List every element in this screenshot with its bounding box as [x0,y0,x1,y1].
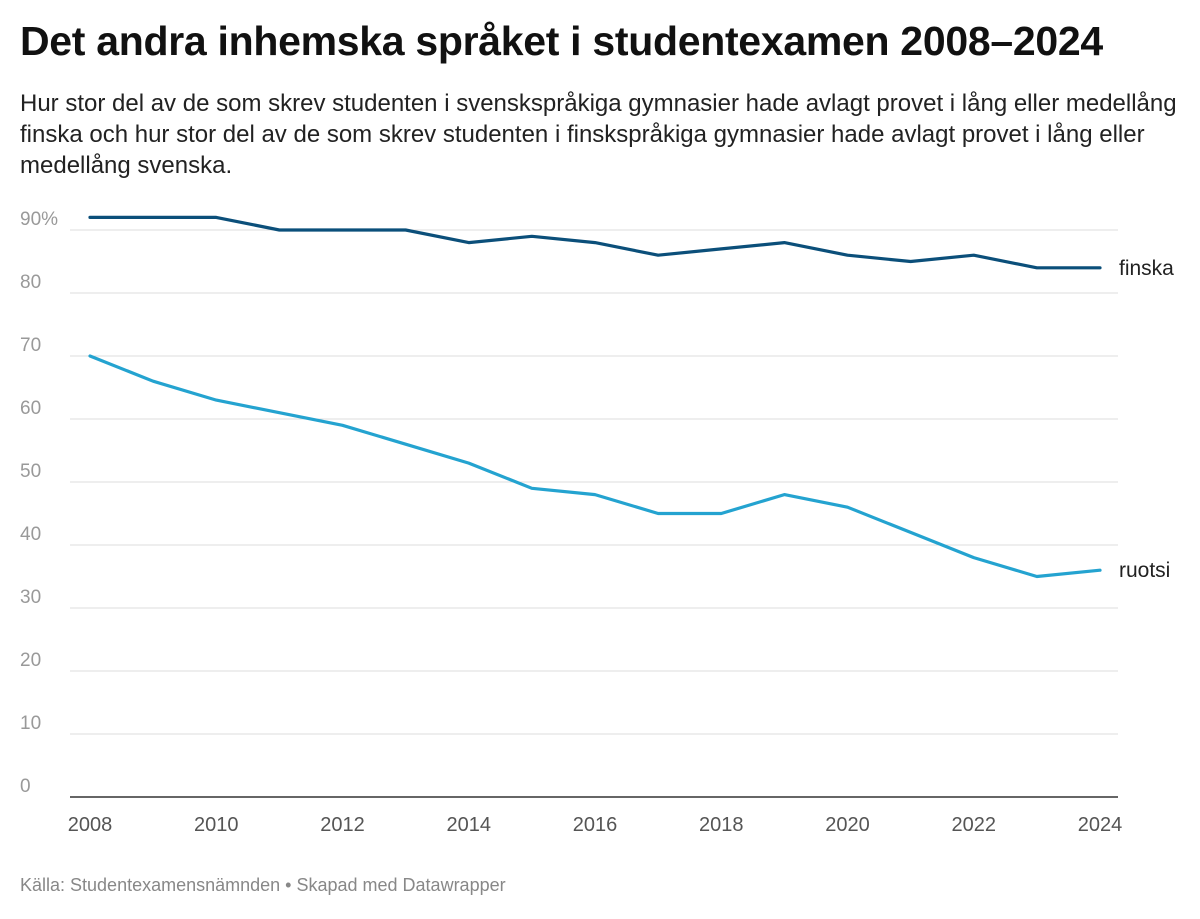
x-tick-label: 2020 [825,814,870,836]
y-tick-label: 30 [20,587,41,608]
y-tick-label: 90% [20,209,58,230]
y-axis-ticks: 90% 80 70 60 50 40 30 20 10 0 [20,209,58,797]
x-tick-label: 2024 [1078,814,1123,836]
y-tick-label: 10 [20,713,41,734]
x-tick-label: 2022 [952,814,997,836]
x-tick-label: 2016 [573,814,618,836]
series-line-ruotsi [88,354,1102,579]
y-tick-label: 60 [20,398,41,419]
x-axis-ticks: 2008 2010 2012 2014 2016 2018 2020 2022 2024 [68,814,1123,836]
y-tick-label: 50 [20,461,41,482]
y-tick-label: 40 [20,524,41,545]
series-line-finska [88,215,1102,270]
x-tick-label: 2018 [699,814,744,836]
y-tick-label: 80 [20,272,41,293]
y-tick-label: 0 [20,776,31,797]
x-tick-label: 2008 [68,814,113,836]
y-tick-label: 20 [20,650,41,671]
series-labels: finska ruotsi [1119,257,1174,582]
series-lines [88,215,1102,579]
source-note: Källa: Studentexamensnämnden • Skapad me… [20,875,506,895]
chart-subtitle: Hur stor del av de som skrev studenten i… [20,90,1177,179]
series-label-finska: finska [1119,257,1174,280]
x-tick-label: 2010 [194,814,239,836]
x-tick-label: 2014 [447,814,492,836]
x-tick-label: 2012 [320,814,365,836]
chart-title: Det andra inhemska språket i studentexam… [20,18,1103,64]
y-tick-label: 70 [20,335,41,356]
grid-lines [70,229,1118,798]
series-label-ruotsi: ruotsi [1119,559,1170,582]
